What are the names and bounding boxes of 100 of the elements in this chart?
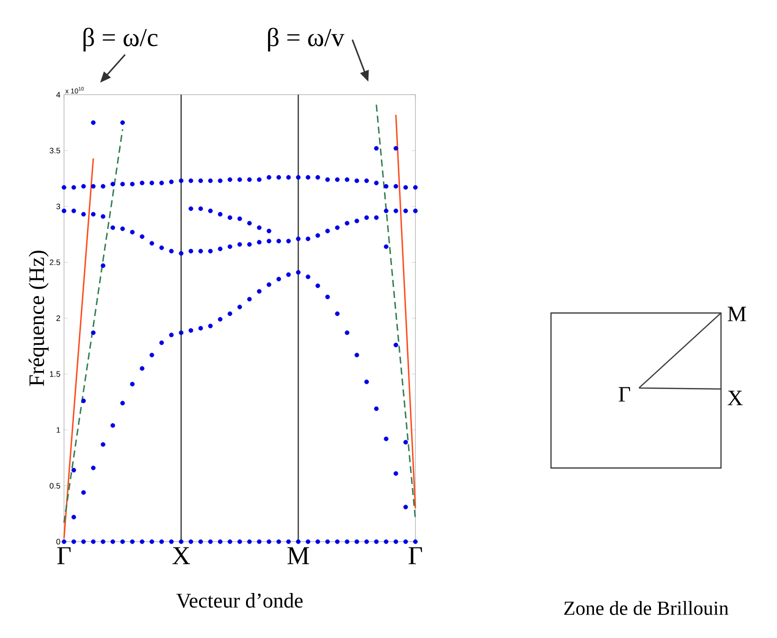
- point: [413, 539, 418, 544]
- point: [306, 236, 310, 242]
- point: [394, 184, 398, 189]
- point: [81, 490, 86, 495]
- point: [384, 208, 388, 214]
- point: [218, 212, 222, 217]
- point: [266, 539, 272, 544]
- point: [256, 539, 262, 544]
- x-tick-label: Γ: [408, 547, 422, 564]
- point: [188, 178, 194, 184]
- point: [159, 340, 164, 346]
- point: [218, 317, 222, 322]
- point: [325, 294, 330, 300]
- point: [286, 238, 291, 244]
- point: [266, 282, 272, 287]
- point: [374, 215, 379, 220]
- x-axis-title: Vecteur d’onde: [176, 593, 303, 608]
- y-axis-title: Fréquence (Hz): [28, 250, 49, 386]
- point: [130, 230, 135, 234]
- x-tick-label: Γ: [57, 547, 71, 564]
- point: [90, 184, 96, 189]
- point: [81, 398, 86, 404]
- point: [110, 225, 116, 230]
- point: [413, 208, 418, 214]
- point: [247, 220, 252, 226]
- point: [130, 182, 135, 186]
- point: [374, 406, 379, 411]
- point: [150, 352, 154, 358]
- point: [81, 539, 86, 544]
- point: [276, 175, 282, 180]
- point: [247, 242, 252, 247]
- point: [403, 440, 408, 445]
- point: [198, 248, 203, 254]
- point: [178, 330, 184, 336]
- point: [178, 178, 184, 184]
- point: [256, 289, 262, 294]
- point: [90, 212, 96, 217]
- point: [120, 182, 125, 186]
- point: [403, 504, 408, 510]
- point: [159, 539, 164, 544]
- point: [169, 180, 174, 184]
- point: [228, 311, 232, 316]
- point: [71, 185, 76, 190]
- point: [325, 228, 330, 234]
- point: [150, 180, 154, 186]
- point: [286, 539, 291, 544]
- point: [150, 241, 154, 246]
- point: [169, 539, 174, 544]
- point: [335, 225, 340, 230]
- point: [335, 311, 340, 316]
- point: [178, 251, 184, 256]
- point: [296, 175, 301, 180]
- point: [266, 175, 272, 180]
- point: [198, 326, 203, 331]
- point: [90, 539, 96, 544]
- point: [354, 218, 360, 224]
- point: [247, 177, 252, 182]
- point: [296, 236, 301, 242]
- text: M: [728, 306, 746, 322]
- point: [276, 238, 282, 244]
- point: [218, 246, 222, 252]
- point: [71, 468, 76, 472]
- point: [62, 539, 66, 544]
- point: [315, 539, 320, 544]
- point: [256, 177, 262, 182]
- point: [62, 208, 66, 214]
- point: [384, 244, 388, 249]
- point: [403, 208, 408, 214]
- point: [71, 539, 76, 544]
- point: [120, 120, 125, 125]
- point: [276, 539, 282, 544]
- point: [296, 270, 301, 275]
- point: [276, 276, 282, 282]
- point: [335, 177, 340, 182]
- point: [364, 215, 369, 220]
- point: [286, 175, 291, 180]
- point: [120, 539, 125, 544]
- point: [344, 330, 350, 336]
- point: [130, 539, 135, 544]
- point: [140, 366, 144, 371]
- point: [198, 206, 203, 211]
- point: [188, 206, 194, 211]
- point: [228, 539, 232, 544]
- point: [159, 180, 164, 186]
- point: [218, 539, 222, 544]
- x-tick-label: X: [172, 547, 190, 564]
- point: [315, 283, 320, 288]
- point: [159, 245, 164, 250]
- point: [413, 185, 418, 190]
- point: [394, 471, 398, 476]
- point: [100, 263, 106, 268]
- point: [374, 180, 379, 186]
- point: [247, 296, 252, 302]
- point: [384, 436, 388, 442]
- point: [256, 240, 262, 244]
- point: [140, 234, 144, 239]
- point: [237, 242, 242, 247]
- point: [325, 539, 330, 544]
- point: [394, 342, 398, 348]
- point: [266, 238, 272, 244]
